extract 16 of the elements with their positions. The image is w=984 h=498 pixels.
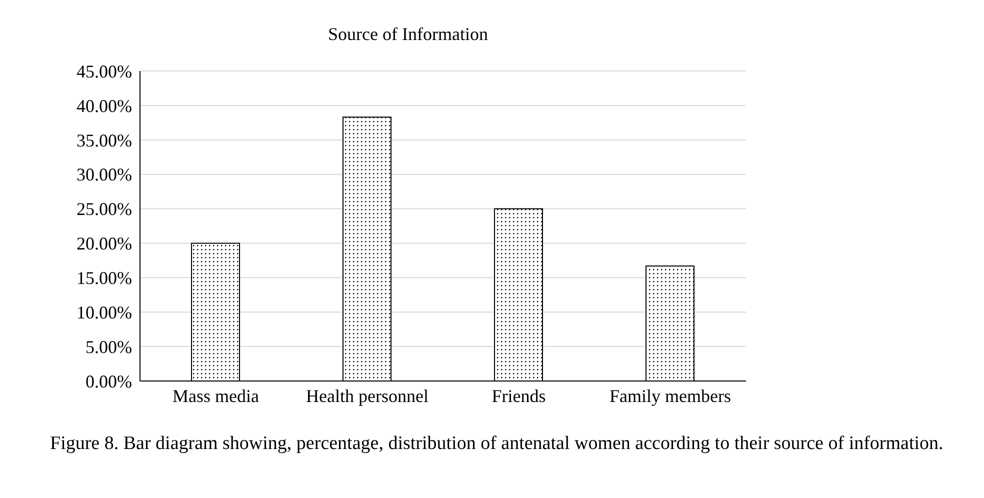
x-tick-label: Friends bbox=[492, 386, 546, 406]
x-tick-label: Health personnel bbox=[306, 386, 428, 406]
x-tick-label: Family members bbox=[610, 386, 731, 406]
y-tick-label: 30.00% bbox=[76, 164, 132, 185]
y-tick-label: 25.00% bbox=[76, 199, 132, 220]
y-tick-label: 40.00% bbox=[76, 96, 132, 116]
chart-title: Source of Information bbox=[327, 24, 489, 45]
y-tick-label: 15.00% bbox=[76, 268, 132, 288]
caption: Figure 8. Bar diagram showing, percentage, distribution of antenatal women according to their source of information. bbox=[50, 432, 944, 455]
y-tick-label: 10.00% bbox=[76, 302, 132, 322]
y-tick-label: 20.00% bbox=[76, 234, 132, 254]
y-tick-label: 0.00% bbox=[86, 371, 132, 392]
y-tick-label: 45.00% bbox=[76, 61, 132, 82]
y-tick-label: 5.00% bbox=[86, 336, 132, 357]
y-tick-label: 35.00% bbox=[76, 130, 132, 150]
x-tick-label: Mass media bbox=[172, 386, 260, 406]
